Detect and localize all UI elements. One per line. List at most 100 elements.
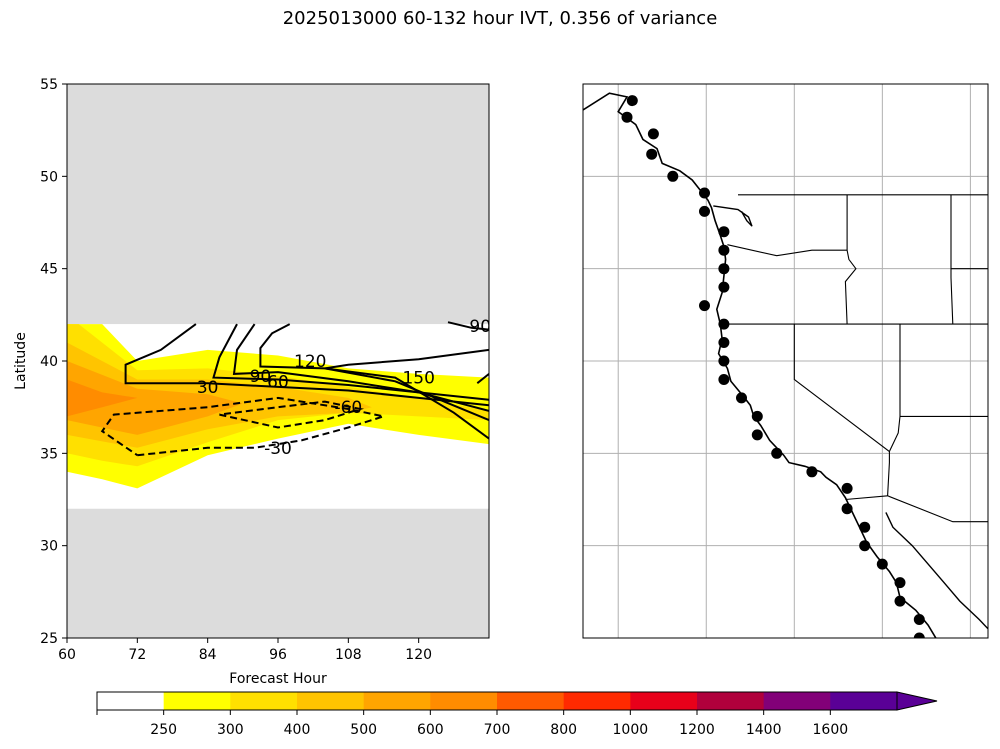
colorbar-tick-label: 700 — [484, 722, 511, 738]
coast-point-marker — [718, 355, 730, 367]
coast-point-marker — [626, 95, 638, 107]
y-tick-label: 30 — [40, 539, 58, 555]
colorbar-segment — [697, 692, 765, 710]
coast-point-marker — [667, 170, 679, 182]
coast-point-marker — [718, 263, 730, 275]
coast-point-marker — [699, 205, 710, 217]
coast-point-marker — [699, 187, 710, 199]
figure-title: 2025013000 60-132 hour IVT, 0.356 of var… — [282, 8, 718, 29]
gulf-coastline — [885, 512, 988, 630]
y-tick-label: 40 — [40, 354, 58, 370]
contour-label: 90 — [469, 317, 491, 337]
y-tick-label: 35 — [40, 446, 58, 462]
coast-point-marker — [894, 595, 906, 607]
y-tick-label: 55 — [40, 77, 58, 93]
colorbar: 250 300 400 500 600 700 800 1000 1200 1400 1600 — [96, 691, 938, 738]
colorbar-tick-label: 1600 — [813, 722, 849, 738]
colorbar-tick-label: 250 — [150, 722, 177, 738]
colorbar-segment — [497, 692, 565, 710]
coast-point-marker — [647, 128, 659, 140]
map-panel — [582, 83, 989, 639]
coast-point-marker — [699, 300, 710, 312]
coast-point-marker — [913, 614, 925, 625]
coast-point-marker — [876, 558, 888, 570]
contour-line-8 — [219, 400, 365, 429]
coast-point-marker — [718, 226, 730, 238]
puget-sound — [713, 205, 753, 227]
colorbar-extend-arrow — [896, 691, 938, 711]
contour-label: -30 — [264, 439, 292, 459]
contour-line-3 — [259, 323, 489, 422]
coast-point-marker — [718, 244, 730, 256]
coast-point-marker — [718, 374, 730, 385]
colorbar-tick-label: 300 — [217, 722, 244, 738]
coast-point-marker — [859, 521, 871, 533]
colorbar-tick-label: 600 — [417, 722, 444, 738]
coast-point-marker — [718, 337, 730, 348]
coast-point-marker — [771, 447, 783, 459]
colorbar-tick-label: 1400 — [746, 722, 782, 738]
coastline — [583, 92, 937, 638]
x-tick-label: 60 — [58, 647, 76, 663]
x-tick-label: 84 — [199, 647, 217, 663]
x-tick-label: 96 — [269, 647, 287, 663]
contour-line-5 — [447, 321, 489, 331]
contour-line-6 — [476, 373, 489, 384]
contour-line-4 — [324, 348, 489, 440]
x-tick-label: 108 — [335, 647, 362, 663]
y-tick-label: 45 — [40, 262, 58, 278]
colorbar-tick-label: 800 — [550, 722, 577, 738]
coast-point-marker — [841, 482, 853, 494]
ivt-fill-600-700 — [67, 379, 138, 417]
ivt-fill-500-600 — [67, 361, 243, 435]
colorbar-segment — [97, 692, 165, 710]
political-border — [727, 244, 848, 257]
contour-line-7 — [100, 396, 388, 457]
coast-point-marker — [841, 503, 853, 515]
colorbar-tick-label: 1000 — [613, 722, 649, 738]
filled-contours — [67, 324, 489, 489]
y-axis-label: Latitude — [13, 332, 29, 390]
y-tick-label: 50 — [40, 169, 58, 185]
political-border — [950, 194, 954, 325]
colorbar-segment — [297, 692, 365, 710]
x-axis-label: Forecast Hour — [229, 671, 327, 687]
coast-point-marker — [736, 392, 747, 404]
colorbar-segment — [430, 692, 498, 710]
coast-point-marker — [621, 111, 633, 123]
map-frame — [582, 83, 989, 639]
colorbar-segment — [363, 692, 431, 710]
contour-line-0 — [124, 323, 489, 407]
coast-point-marker — [859, 540, 871, 552]
colorbar-segment — [830, 692, 898, 710]
contour-label: 120 — [294, 352, 326, 372]
contour-label: 150 — [402, 369, 434, 389]
y-tick-label: 25 — [40, 631, 58, 647]
colorbar-segment — [630, 692, 698, 710]
contour-label: 60 — [267, 372, 289, 392]
coast-point-marker — [913, 632, 925, 638]
colorbar-tick-label: 1200 — [679, 722, 715, 738]
map-content — [583, 84, 988, 638]
coast-point-marker — [751, 410, 763, 422]
colorbar-segment — [563, 692, 631, 710]
coast-point-marker — [718, 318, 730, 330]
political-border — [888, 324, 901, 452]
contour-label: -60 — [334, 398, 362, 418]
coast-point-marker — [646, 148, 658, 160]
coast-point-marker — [718, 281, 730, 293]
colorbar-segment — [763, 692, 831, 710]
political-border — [844, 194, 857, 325]
coast-point-marker — [751, 429, 763, 441]
x-tick-label: 72 — [128, 647, 146, 663]
colorbar-segment — [230, 692, 298, 710]
political-border — [845, 495, 988, 523]
contour-label: 30 — [197, 378, 219, 398]
coast-point-marker — [894, 577, 906, 589]
contour-label: 90 — [250, 367, 272, 387]
colorbar-tick-label: 400 — [284, 722, 311, 738]
coast-point-marker — [806, 466, 818, 478]
